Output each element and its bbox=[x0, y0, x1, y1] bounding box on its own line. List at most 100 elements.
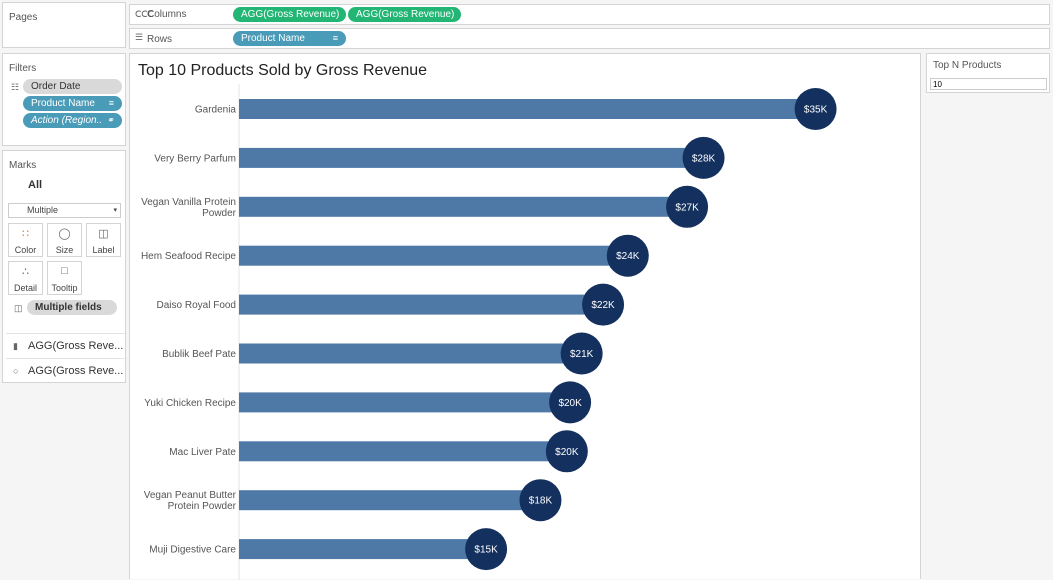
columns-pill-gross-revenue-1[interactable]: AGG(Gross Revenue) bbox=[233, 7, 346, 22]
sort-icon: ≡ bbox=[108, 98, 114, 108]
value-label: $20K bbox=[558, 398, 582, 409]
param-title: Top N Products bbox=[933, 60, 1002, 71]
columns-icon: ⅭⅭⅭ bbox=[135, 9, 154, 19]
columns-label: Columns bbox=[147, 9, 187, 20]
bar[interactable] bbox=[239, 490, 541, 511]
label-icon: ◫ bbox=[98, 228, 109, 240]
value-label: $35K bbox=[804, 105, 828, 116]
pages-title: Pages bbox=[9, 12, 38, 23]
value-label: $20K bbox=[555, 447, 579, 458]
filter-label: Action (Region.. bbox=[31, 115, 103, 126]
category-label: Vegan Peanut Butter bbox=[144, 490, 237, 501]
filter-icon: ☷ bbox=[11, 82, 20, 92]
label-button[interactable]: ◫ Label bbox=[86, 223, 121, 257]
category-label: Muji Digestive Care bbox=[149, 545, 236, 556]
circle-icon: ○ bbox=[13, 366, 19, 376]
value-circle[interactable] bbox=[606, 234, 649, 277]
marks-card-circle[interactable]: ○ AGG(Gross Reve... bbox=[6, 358, 127, 383]
value-circle[interactable] bbox=[666, 185, 709, 228]
value-circle[interactable] bbox=[545, 430, 588, 473]
rows-icon: ☰ bbox=[135, 32, 144, 42]
value-label: $22K bbox=[591, 300, 615, 311]
pages-panel[interactable]: Pages bbox=[2, 2, 126, 48]
value-label: $18K bbox=[529, 496, 553, 507]
marks-all-tab[interactable]: All bbox=[28, 179, 43, 191]
value-circle[interactable] bbox=[682, 136, 725, 179]
value-circle[interactable] bbox=[794, 88, 837, 130]
bar[interactable] bbox=[239, 99, 816, 119]
bar[interactable] bbox=[239, 245, 628, 266]
mark-type-value: Multiple bbox=[27, 205, 59, 215]
tooltip-label: Tooltip bbox=[51, 283, 78, 293]
bar[interactable] bbox=[239, 392, 571, 413]
bar[interactable] bbox=[239, 539, 487, 560]
value-label: $21K bbox=[570, 349, 594, 360]
category-label: Vegan Vanilla Protein bbox=[141, 197, 236, 208]
color-label: Color bbox=[14, 245, 37, 255]
filter-order-date[interactable]: Order Date bbox=[23, 79, 122, 94]
bar[interactable] bbox=[239, 343, 582, 364]
value-label: $24K bbox=[616, 251, 640, 262]
filter-action-region[interactable]: Action (Region.. ⚭ bbox=[23, 113, 122, 128]
value-label: $28K bbox=[692, 153, 716, 164]
color-icon: ∷ bbox=[22, 228, 29, 240]
filter-label: Order Date bbox=[31, 81, 81, 92]
marks-card-label: AGG(Gross Reve... bbox=[28, 340, 124, 352]
marks-panel: Marks All Multiple ▾ ∷ Color ◯ Size ◫ La… bbox=[2, 150, 127, 383]
category-label: Hem Seafood Recipe bbox=[141, 251, 236, 262]
marks-card-bar[interactable]: ▮ AGG(Gross Reve... bbox=[6, 333, 127, 358]
top-n-input[interactable] bbox=[930, 78, 1047, 90]
size-label: Size bbox=[55, 245, 74, 255]
filter-product-name[interactable]: Product Name ≡ bbox=[23, 96, 122, 111]
chart-area: Top 10 Products Sold by Gross Revenue Ga… bbox=[129, 53, 921, 580]
columns-pill-label: AGG(Gross Revenue) bbox=[241, 9, 340, 20]
category-label: Very Berry Parfum bbox=[154, 153, 236, 164]
value-circle[interactable] bbox=[465, 528, 508, 571]
category-label: Yuki Chicken Recipe bbox=[144, 398, 236, 409]
value-circle[interactable] bbox=[549, 381, 592, 424]
value-circle[interactable] bbox=[560, 332, 603, 375]
color-button[interactable]: ∷ Color bbox=[8, 223, 43, 257]
bar[interactable] bbox=[239, 441, 567, 462]
detail-label: Detail bbox=[13, 283, 37, 293]
columns-pill-label: AGG(Gross Revenue) bbox=[356, 9, 455, 20]
value-label: $15K bbox=[474, 545, 498, 556]
rows-pill-label: Product Name bbox=[241, 33, 305, 44]
filters-title: Filters bbox=[9, 63, 37, 74]
sort-icon: ≡ bbox=[332, 33, 338, 43]
top-n-parameter: Top N Products bbox=[926, 53, 1050, 93]
category-label: Protein Powder bbox=[168, 501, 237, 512]
value-label: $27K bbox=[675, 202, 699, 213]
columns-pill-gross-revenue-2[interactable]: AGG(Gross Revenue) bbox=[348, 7, 461, 22]
detail-button[interactable]: ∴ Detail bbox=[8, 261, 43, 295]
rows-label: Rows bbox=[147, 34, 173, 45]
size-button[interactable]: ◯ Size bbox=[47, 223, 82, 257]
chart-title: Top 10 Products Sold by Gross Revenue bbox=[138, 62, 428, 79]
category-label: Powder bbox=[202, 208, 237, 219]
filter-label: Product Name bbox=[31, 98, 95, 109]
marks-title: Marks bbox=[9, 160, 37, 171]
bar[interactable] bbox=[239, 196, 688, 217]
category-label: Gardenia bbox=[195, 105, 237, 116]
chevron-down-icon: ▾ bbox=[113, 207, 117, 214]
rows-pill-product-name[interactable]: Product Name ≡ bbox=[233, 31, 346, 46]
bar[interactable] bbox=[239, 294, 604, 315]
marks-card-label: AGG(Gross Reve... bbox=[28, 365, 124, 377]
category-label: Daiso Royal Food bbox=[157, 300, 236, 311]
filters-panel: Filters ☷ Order Date Product Name ≡ Acti… bbox=[2, 53, 126, 146]
tooltip-button[interactable]: □ Tooltip bbox=[47, 261, 82, 295]
label-field-icon: ◫ bbox=[14, 303, 23, 313]
size-icon: ◯ bbox=[58, 228, 71, 240]
link-icon: ⚭ bbox=[106, 115, 114, 125]
mark-type-dropdown[interactable]: Multiple ▾ bbox=[8, 203, 121, 218]
columns-shelf[interactable]: ⅭⅭⅭ Columns AGG(Gross Revenue) AGG(Gross… bbox=[129, 4, 1050, 25]
tooltip-icon: □ bbox=[61, 265, 68, 277]
multiple-fields-pill[interactable]: Multiple fields bbox=[27, 300, 117, 315]
bar[interactable] bbox=[239, 147, 704, 168]
value-circle[interactable] bbox=[582, 283, 625, 326]
value-circle[interactable] bbox=[519, 479, 562, 522]
bar-chart-icon: ▮ bbox=[13, 341, 18, 351]
bar-chart: Gardenia $35K Very Berry Parfum $28K Vegan V… bbox=[141, 84, 837, 580]
category-label: Bublik Beef Pate bbox=[162, 349, 236, 360]
rows-shelf[interactable]: ☰ Rows Product Name ≡ bbox=[129, 28, 1050, 49]
